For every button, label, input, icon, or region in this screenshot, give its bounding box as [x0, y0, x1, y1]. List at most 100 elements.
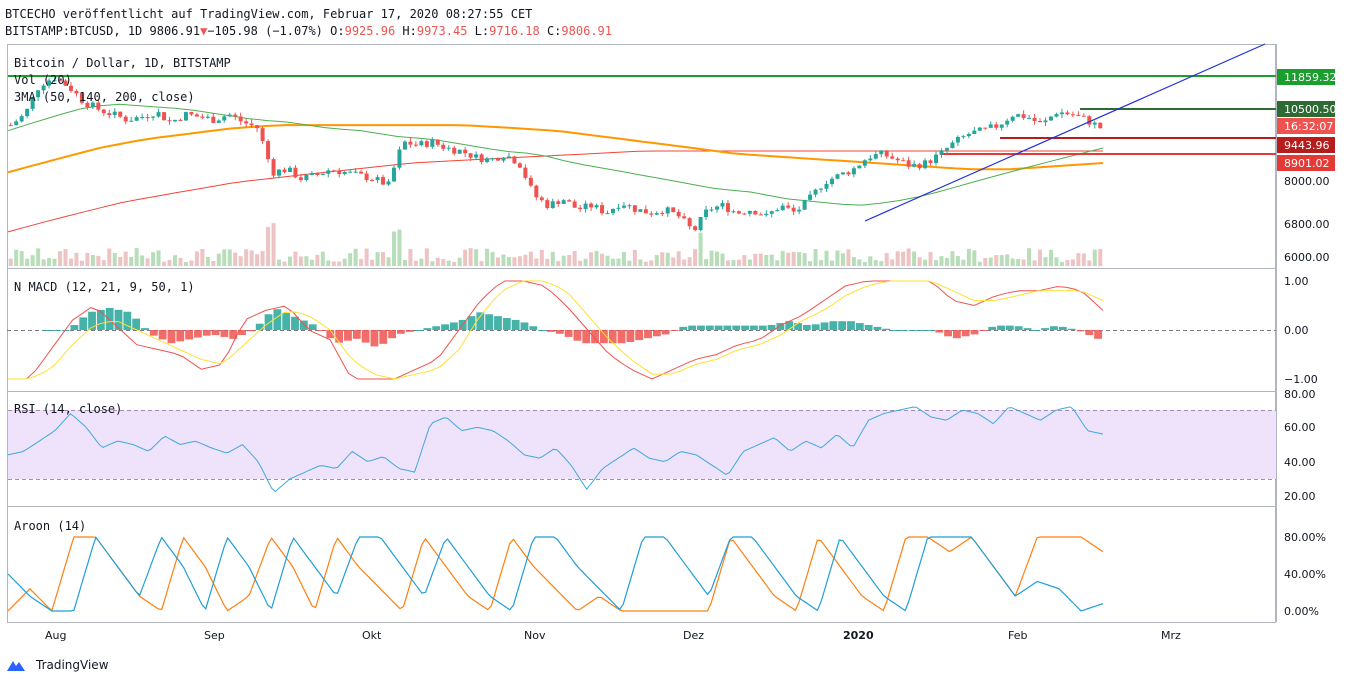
candle-body	[156, 112, 161, 117]
candle-body	[381, 177, 386, 185]
macd-hist-bar	[617, 330, 626, 344]
volume-bar	[1070, 259, 1075, 266]
candle-body	[890, 156, 895, 159]
candle-body	[506, 156, 511, 159]
price-tag: 9443.96	[1284, 139, 1330, 152]
volume-bar	[873, 259, 878, 266]
volume-bar	[829, 260, 834, 266]
candle-body	[912, 164, 917, 167]
candle-body	[112, 111, 117, 116]
candle-body	[621, 205, 626, 208]
candle-body	[337, 170, 342, 175]
candle-body	[720, 203, 725, 207]
candle-body	[944, 148, 949, 151]
macd-hist-bar	[935, 330, 944, 333]
candle-body	[452, 147, 457, 154]
candle-body	[419, 141, 424, 146]
volume-bar	[287, 256, 292, 266]
macd-hist-bar	[361, 330, 370, 343]
candle-body	[19, 116, 24, 122]
candle-body	[479, 154, 484, 163]
macd-hist-bar	[785, 321, 794, 330]
macd-hist-bar	[741, 325, 749, 330]
volume-bar	[25, 258, 30, 266]
volume-bar	[36, 248, 41, 266]
macd-hist-bar	[750, 325, 758, 330]
ma140-line	[7, 124, 1104, 174]
macd-hist-bar	[635, 330, 644, 341]
candle-body	[517, 163, 522, 168]
volume-bar	[74, 252, 79, 266]
volume-bar	[567, 255, 572, 266]
volume-bar	[819, 260, 824, 266]
volume-label: Vol (20)	[14, 73, 72, 87]
macd-hist-bar	[229, 330, 238, 339]
macd-hist-bar	[591, 330, 599, 344]
candle-body	[227, 114, 232, 117]
volume-bar	[550, 251, 555, 266]
macd-hist-bar	[547, 330, 555, 332]
candle-body	[660, 213, 665, 215]
volume-bar	[594, 250, 599, 266]
volume-bar	[19, 251, 24, 266]
volume-bar	[709, 250, 714, 266]
volume-bar	[1054, 257, 1059, 266]
chart-frame	[7, 44, 1276, 623]
candle-body	[74, 90, 79, 94]
volume-bar	[977, 261, 982, 266]
candle-body	[687, 218, 692, 227]
volume-bar	[211, 261, 216, 266]
tradingview-brand[interactable]: TradingView	[6, 658, 109, 672]
macd-hist-bar	[211, 330, 220, 336]
macd-hist-bar	[1041, 328, 1050, 330]
candle-body	[693, 226, 698, 231]
candle-body	[468, 153, 473, 158]
volume-bar	[452, 261, 457, 266]
candle-body	[616, 207, 621, 209]
volume-bar	[923, 259, 928, 266]
candle-body	[671, 207, 676, 213]
candle-body	[96, 102, 101, 110]
candle-body	[698, 217, 703, 231]
candle-body	[435, 139, 440, 145]
candle-body	[578, 207, 583, 210]
volume-bar	[610, 258, 615, 266]
volume-bar	[1092, 249, 1097, 266]
volume-bar	[676, 251, 681, 266]
volume-bar	[638, 259, 643, 266]
time-tick: 2020	[843, 629, 874, 642]
candle-body	[939, 150, 944, 155]
candle-body	[742, 213, 747, 215]
volume-bar	[255, 254, 260, 266]
candle-body	[52, 80, 57, 82]
volume-bar	[939, 256, 944, 266]
candle-body	[47, 80, 52, 86]
volume-bar	[917, 257, 922, 266]
volume-bar	[419, 258, 424, 266]
candle-body	[999, 124, 1004, 128]
candle-body	[1005, 120, 1010, 125]
volume-bar	[58, 251, 63, 266]
volume-bar	[501, 254, 506, 266]
candle-body	[600, 205, 605, 214]
volume-bar	[320, 251, 325, 266]
tradingview-logo-icon	[7, 661, 25, 671]
price-axis: 8000.00 6800.00 6000.00	[1284, 175, 1330, 264]
volume-bar	[786, 252, 791, 266]
macd-hist-bar	[485, 314, 494, 330]
trend-line[interactable]	[864, 43, 1266, 222]
macd-hist-bar	[838, 321, 847, 330]
volume-bar	[534, 258, 539, 266]
volume-bar	[928, 252, 933, 266]
candle-body	[829, 178, 834, 184]
volume-bar	[47, 258, 52, 266]
volume-bar	[506, 257, 511, 266]
horizontal-levels[interactable]	[8, 74, 1276, 155]
volume-bar	[457, 257, 462, 266]
macd-hist-bar	[70, 324, 79, 330]
volume-bar	[517, 256, 522, 266]
price-tick: 6800.00	[1284, 218, 1330, 231]
candle-body	[649, 213, 654, 215]
macd-hist-bar	[573, 330, 582, 341]
